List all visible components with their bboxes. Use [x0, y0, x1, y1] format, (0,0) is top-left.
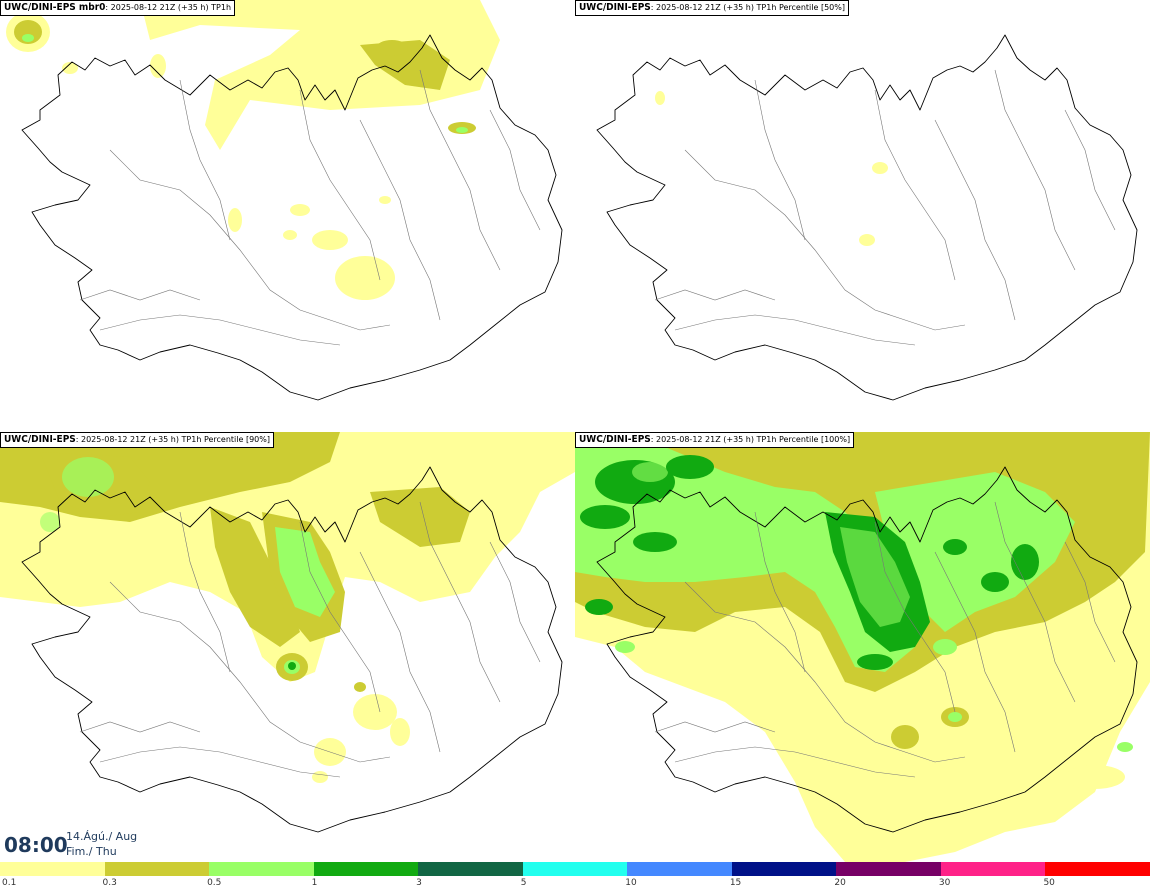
panel-model: UWC/DINI-EPS: [579, 2, 651, 13]
legend-tick-label: 20: [834, 878, 846, 888]
valid-date-line1: 14.Ágú./ Aug: [66, 830, 138, 843]
legend-swatch: [940, 862, 1046, 876]
legend-tick-label: 30: [938, 878, 951, 888]
legend-swatch: [627, 862, 732, 876]
map-panel-p100: UWC/DINI-EPS: 2025-08-12 21Z (+35 h) TP1…: [575, 432, 1150, 862]
legend-swatch: [731, 862, 837, 876]
panel-desc: : 2025-08-12 21Z (+35 h) TP1h Percentile…: [650, 3, 845, 12]
map-panel-p90: UWC/DINI-EPS: 2025-08-12 21Z (+35 h) TP1…: [0, 432, 575, 862]
panel-model: UWC/DINI-EPS mbr0: [4, 2, 106, 13]
legend-tick-label: 3: [416, 878, 422, 888]
panel-desc: : 2025-08-12 21Z (+35 h) TP1h Percentile…: [650, 435, 851, 444]
valid-time-box: 08:00 14.Ágú./ Aug Fim./ Thu: [0, 826, 142, 862]
legend-tick-label: 15: [729, 878, 742, 888]
legend-tick-label: 5: [520, 878, 527, 888]
panel-title: UWC/DINI-EPS: 2025-08-12 21Z (+35 h) TP1…: [575, 432, 855, 448]
valid-date-line2: Fim./ Thu: [66, 845, 117, 858]
valid-hour: 08:00: [4, 833, 68, 857]
precip-map-p90: [0, 432, 575, 833]
legend-tick-label: 0.3: [102, 878, 117, 888]
legend-swatch: [0, 862, 105, 876]
panel-model: UWC/DINI-EPS: [579, 434, 651, 445]
map-panel-p50: UWC/DINI-EPS: 2025-08-12 21Z (+35 h) TP1…: [575, 0, 1150, 430]
legend-tick-label: 10: [625, 878, 637, 888]
panel-title: UWC/DINI-EPS: 2025-08-12 21Z (+35 h) TP1…: [0, 432, 274, 448]
legend-swatch: [522, 862, 628, 876]
legend-swatch: [104, 862, 210, 876]
panel-title: UWC/DINI-EPS: 2025-08-12 21Z (+35 h) TP1…: [575, 0, 849, 16]
legend-color-bar: [0, 862, 1150, 876]
panel-model: UWC/DINI-EPS: [4, 434, 76, 445]
legend-swatch: [313, 862, 419, 876]
precip-map-p50: [596, 34, 1138, 401]
precip-map-p100: [575, 432, 1150, 862]
legend-tick-label: 1: [311, 878, 318, 888]
legend-tick-label: 0.1: [2, 878, 17, 888]
legend-swatch: [209, 862, 314, 876]
precip-map-mbr0: [6, 0, 563, 401]
legend-tick-labels: 0.1 0.3 0.5 1 3 5 10 15 20 30 50: [0, 876, 1150, 891]
panel-title: UWC/DINI-EPS mbr0: 2025-08-12 21Z (+35 h…: [0, 0, 236, 16]
legend-tick-label: 0.5: [207, 878, 222, 888]
color-legend: 0.1 0.3 0.5 1 3 5 10 15 20 30 50: [0, 862, 1150, 891]
legend-swatch: [418, 862, 523, 876]
panel-desc: : 2025-08-12 21Z (+35 h) TP1h: [105, 3, 232, 12]
legend-tick-label: 50: [1043, 878, 1055, 888]
legend-swatch: [836, 862, 941, 876]
panel-desc: : 2025-08-12 21Z (+35 h) TP1h Percentile…: [75, 435, 270, 444]
map-panel-mbr0: UWC/DINI-EPS mbr0: 2025-08-12 21Z (+35 h…: [0, 0, 575, 430]
legend-swatch: [1045, 862, 1150, 876]
